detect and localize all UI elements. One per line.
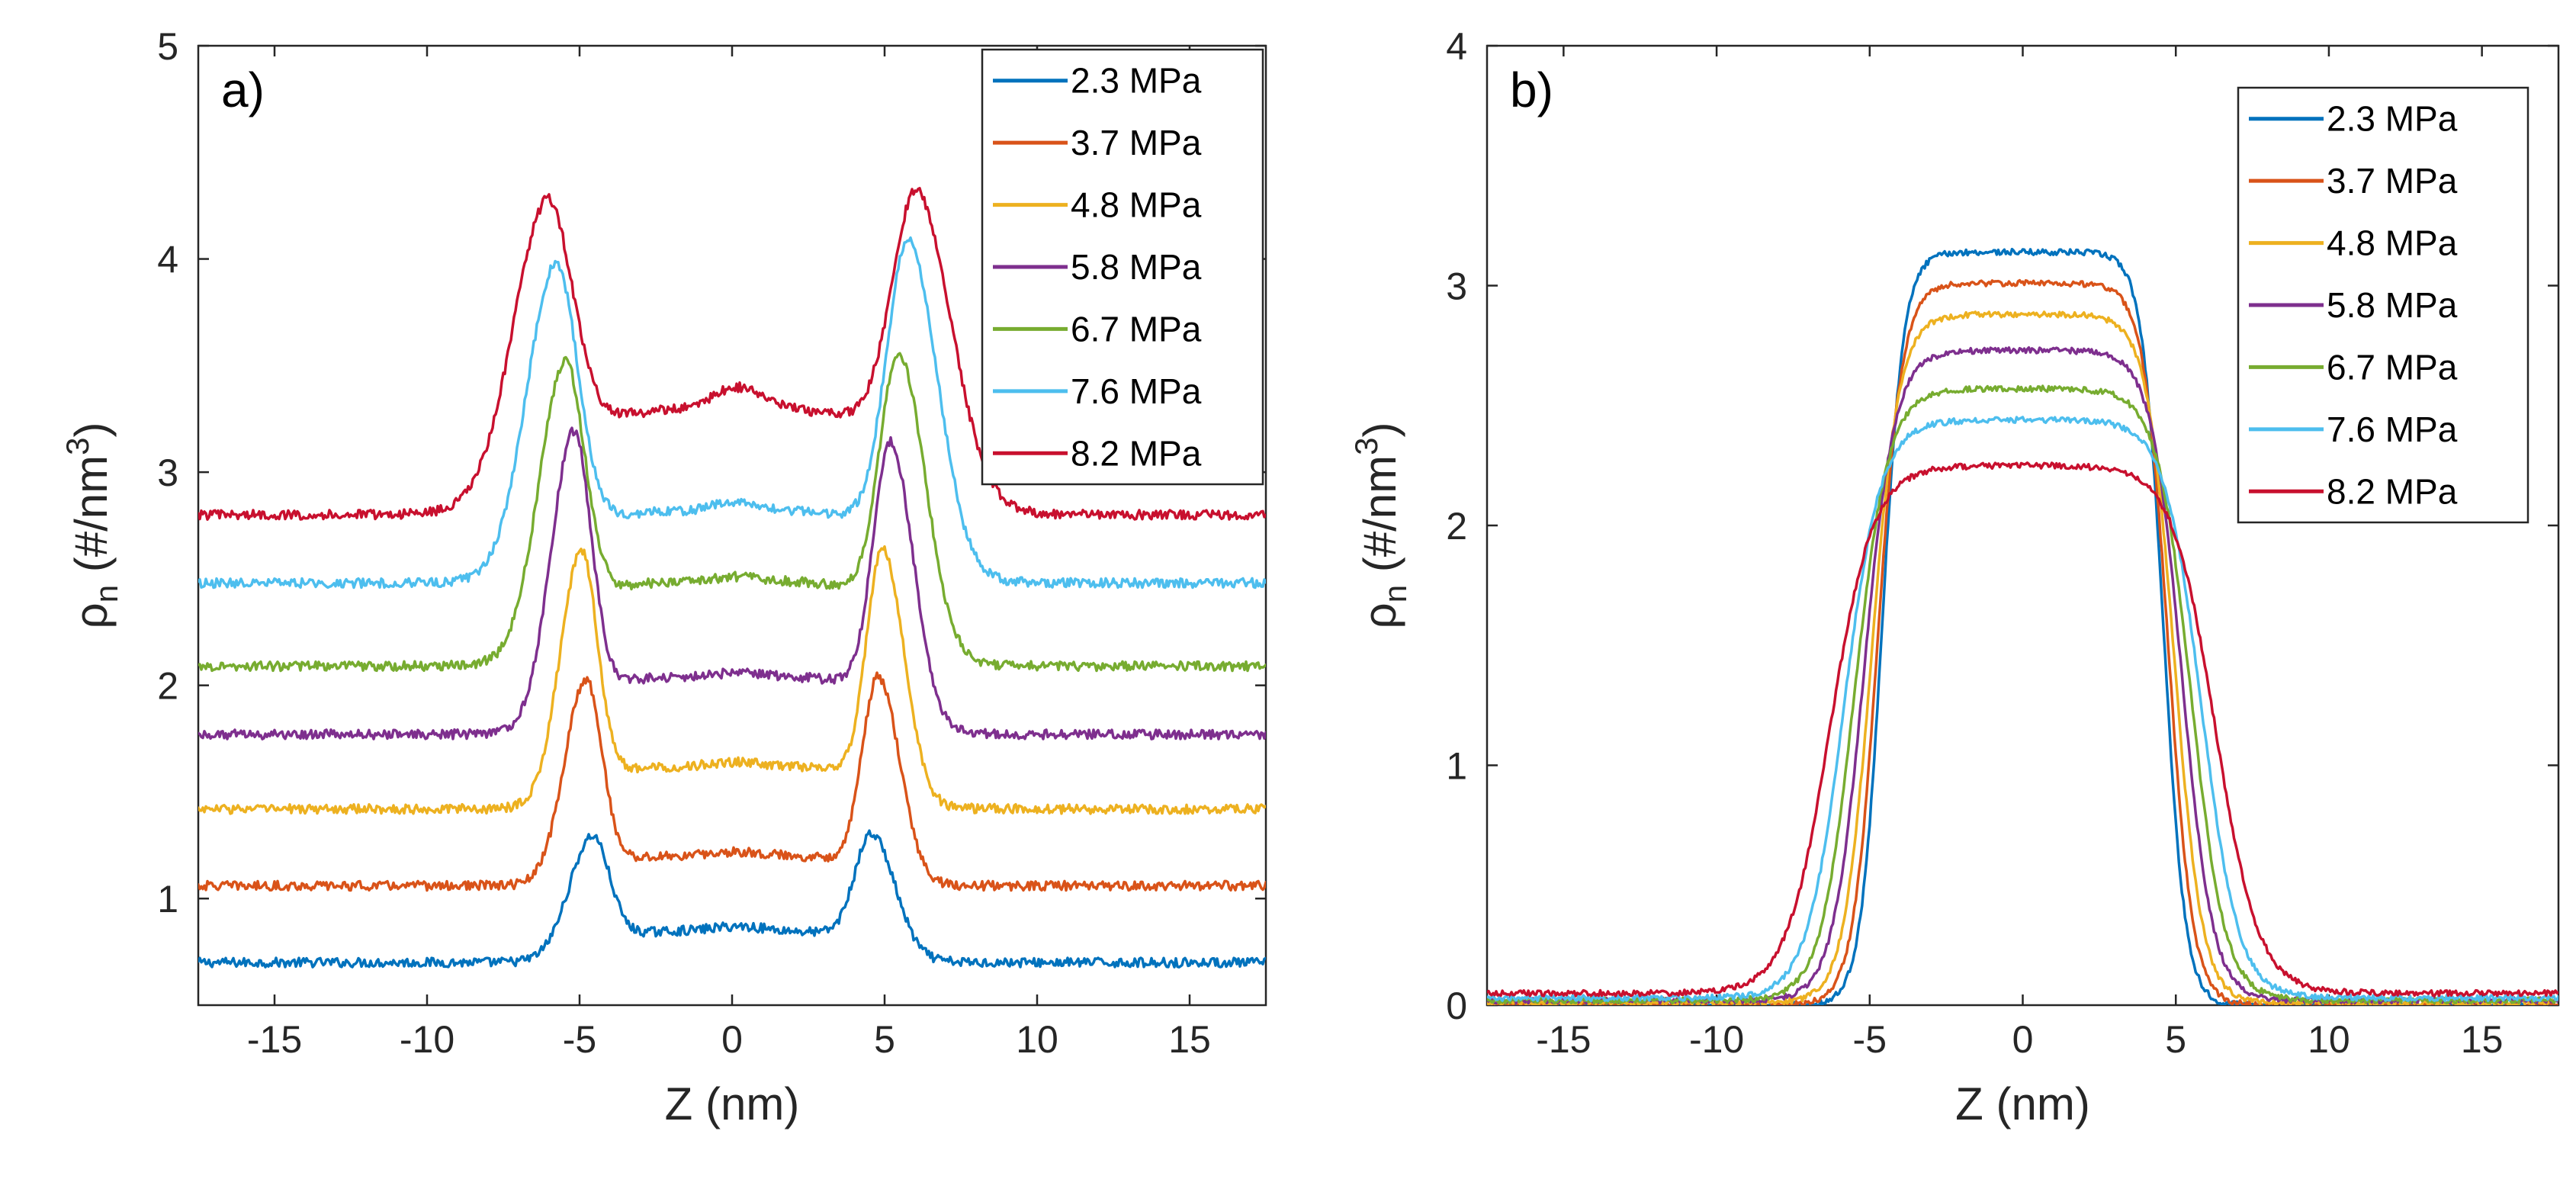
y-axis-label-part: ) <box>1354 423 1405 438</box>
legend: 2.3 MPa 3.7 MPa 4.8 MPa 5.8 MPa 6.7 MPa 7.6 M… <box>2237 86 2529 524</box>
series-line-7-6-mpa <box>1487 416 2558 1003</box>
legend-entry: 3.7 MPa <box>2327 161 2458 201</box>
x-tick-label: -5 <box>1853 1018 1887 1061</box>
x-tick-label: -10 <box>1689 1018 1744 1061</box>
y-axis-label: ρn (#/nm3) <box>1348 423 1413 629</box>
y-axis-label-part: (#/nm <box>66 455 117 585</box>
y-tick-label: 1 <box>1446 745 1467 788</box>
y-tick-label: 0 <box>1446 985 1467 1027</box>
x-tick-label: 10 <box>2308 1018 2350 1061</box>
x-tick-label: 15 <box>1168 1018 1211 1061</box>
y-tick-label: 2 <box>1446 505 1467 548</box>
y-tick-label: 3 <box>157 451 178 494</box>
legend-entry: 4.8 MPa <box>1071 185 1202 225</box>
x-tick-label: 15 <box>2461 1018 2504 1061</box>
x-tick-label: 0 <box>721 1018 743 1061</box>
series-line-3-7-mpa <box>198 671 1266 892</box>
y-axis-label-part: ρ <box>66 602 117 628</box>
x-tick-label: -15 <box>1536 1018 1591 1061</box>
y-tick-label: 4 <box>1446 25 1467 68</box>
series-line-2-3-mpa <box>198 829 1266 969</box>
y-axis-label-part: 3 <box>59 438 95 455</box>
panel-label: b) <box>1510 63 1553 117</box>
x-axis-label: Z (nm) <box>665 1078 800 1129</box>
y-axis-label-part: ρ <box>1354 602 1405 628</box>
x-tick-label: 10 <box>1016 1018 1058 1061</box>
y-axis-label-part: (#/nm <box>1354 455 1405 585</box>
y-axis-label-part: ) <box>66 423 117 438</box>
y-tick-label: 5 <box>157 25 178 68</box>
y-axis-label-part: 3 <box>1348 438 1384 455</box>
series-group <box>1487 247 2558 1005</box>
series-line-8-2-mpa <box>198 187 1266 521</box>
legend-entry: 8.2 MPa <box>2327 471 2458 511</box>
y-tick-label: 1 <box>157 878 178 921</box>
series-line-8-2-mpa <box>1487 461 2558 998</box>
series-line-6-7-mpa <box>198 352 1266 673</box>
legend-entry: 5.8 MPa <box>1071 247 1202 287</box>
series-line-7-6-mpa <box>198 236 1266 590</box>
legend-entry: 4.8 MPa <box>2327 223 2458 263</box>
legend-entry: 6.7 MPa <box>1071 309 1202 349</box>
x-tick-label: -5 <box>563 1018 596 1061</box>
x-tick-label: -15 <box>247 1018 302 1061</box>
series-line-4-8-mpa <box>198 545 1266 815</box>
legend: 2.3 MPa 3.7 MPa 4.8 MPa 5.8 MPa 6.7 MPa 7.6 M… <box>981 48 1264 486</box>
legend-entry: 5.8 MPa <box>2327 285 2458 325</box>
series-line-5-8-mpa <box>198 426 1266 741</box>
x-tick-label: 0 <box>2012 1018 2034 1061</box>
x-tick-label: -10 <box>400 1018 454 1061</box>
legend-entry: 6.7 MPa <box>2327 347 2458 387</box>
legend-entry: 7.6 MPa <box>2327 410 2458 449</box>
panel-label: a) <box>221 63 265 117</box>
series-group <box>198 187 1266 969</box>
y-tick-label: 2 <box>157 665 178 708</box>
y-tick-label: 3 <box>1446 265 1467 308</box>
x-axis-label: Z (nm) <box>1955 1078 2090 1129</box>
legend-entry: 3.7 MPa <box>1071 123 1202 162</box>
legend-entry: 2.3 MPa <box>1071 61 1202 101</box>
y-axis-label-part: n <box>88 585 124 602</box>
y-axis-label: ρn (#/nm3) <box>59 423 124 629</box>
legend-entry: 8.2 MPa <box>1071 433 1202 473</box>
legend-entry: 7.6 MPa <box>1071 371 1202 411</box>
x-tick-label: 5 <box>874 1018 895 1061</box>
legend-entry: 2.3 MPa <box>2327 99 2458 139</box>
y-axis-label-part: n <box>1377 585 1413 602</box>
x-tick-label: 5 <box>2165 1018 2186 1061</box>
y-tick-label: 4 <box>157 239 178 281</box>
